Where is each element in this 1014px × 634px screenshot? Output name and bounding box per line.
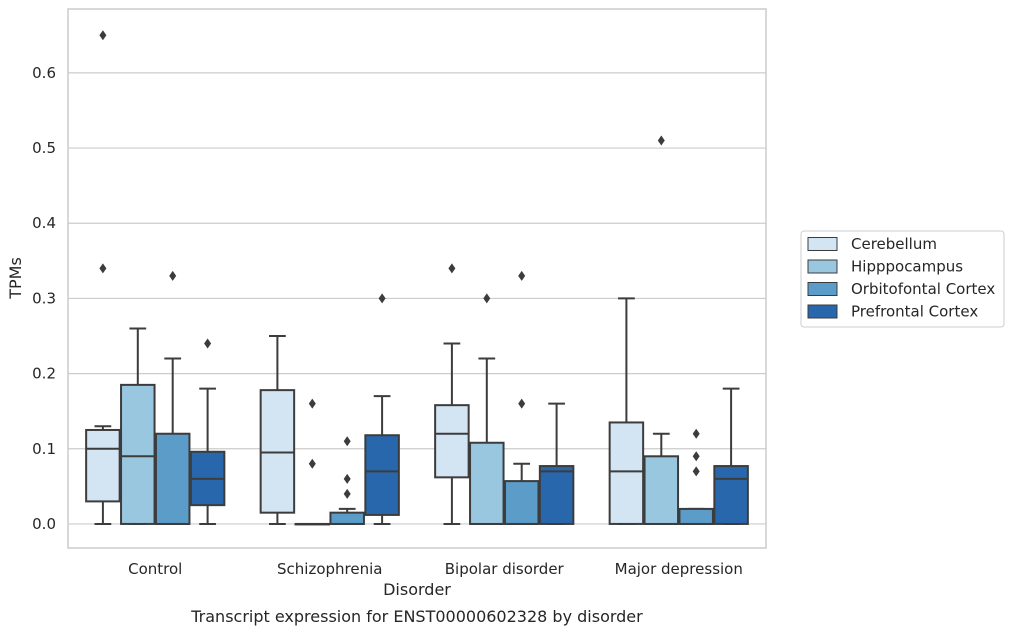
outlier-point <box>692 428 700 439</box>
box <box>120 327 156 525</box>
y-tick-label: 0.3 <box>32 289 56 307</box>
outlier-point <box>518 398 526 409</box>
legend-label: Cerebellum <box>851 235 937 253</box>
outlier-point <box>692 451 700 462</box>
outlier-point <box>204 338 212 349</box>
box <box>189 338 226 525</box>
box <box>329 436 365 525</box>
outlier-point <box>483 293 491 304</box>
box <box>608 297 645 525</box>
box-iqr <box>120 383 156 525</box>
box <box>643 135 680 525</box>
outlier-point <box>169 270 177 281</box>
legend-label: Prefrontal Cortex <box>851 303 978 321</box>
legend-swatch <box>807 259 838 274</box>
box-iqr <box>85 428 121 503</box>
plot-frame <box>67 8 767 549</box>
y-tick-label: 0.6 <box>32 64 56 82</box>
box-iqr <box>469 441 505 525</box>
box <box>678 428 714 525</box>
x-tick-label: Control <box>128 560 182 578</box>
outlier-point <box>99 263 107 274</box>
box-iqr <box>503 480 540 525</box>
legend-frame <box>800 230 1005 328</box>
y-tick-label: 0.0 <box>32 515 56 533</box>
box <box>434 263 470 525</box>
outlier-point <box>343 473 351 484</box>
y-tick-label: 0.1 <box>32 440 56 458</box>
box <box>538 402 575 525</box>
box-iqr <box>154 432 191 525</box>
x-tick-label: Schizophrenia <box>277 560 382 578</box>
box <box>469 293 505 525</box>
y-tick-label: 0.4 <box>32 214 56 232</box>
box-iqr <box>713 465 749 525</box>
box <box>364 293 400 525</box>
y-tick-labels: 0.0 0.1 0.2 0.3 0.4 0.5 0.6 <box>32 64 56 533</box>
box-iqr <box>329 511 365 525</box>
legend-swatch <box>807 282 838 296</box>
box-iqr <box>678 507 714 525</box>
x-axis-label: Disorder <box>383 580 451 599</box>
box <box>503 270 540 525</box>
outlier-point <box>308 458 316 469</box>
legend-swatch <box>807 237 838 251</box>
outlier-point <box>343 436 351 447</box>
box-iqr <box>608 421 645 525</box>
x-tick-label: Bipolar disorder <box>445 560 565 578</box>
box-iqr <box>364 434 400 516</box>
outlier-point <box>99 30 107 41</box>
box-iqr <box>434 404 470 479</box>
legend-label: Hipppocampus <box>851 258 963 276</box>
outlier-point <box>308 398 316 409</box>
outlier-point <box>343 488 351 499</box>
outlier-point <box>518 270 526 281</box>
outlier-point <box>692 466 700 477</box>
boxes <box>85 30 749 526</box>
outlier-point <box>657 135 665 146</box>
box <box>294 398 331 526</box>
box <box>154 270 191 525</box>
x-tick-labels: Control Schizophrenia Bipolar disorder Majo… <box>128 560 743 578</box>
x-tick-label: Major depression <box>615 560 743 578</box>
outlier-point <box>378 293 386 304</box>
chart-title: Transcript expression for ENST0000060232… <box>190 607 643 626</box>
box <box>85 30 121 525</box>
outlier-point <box>448 263 456 274</box>
box <box>259 335 296 525</box>
y-tick-label: 0.2 <box>32 365 56 383</box>
box-iqr <box>643 455 680 525</box>
y-axis-label: TPMs <box>6 257 25 300</box>
y-tick-label: 0.5 <box>32 139 56 157</box>
box-iqr <box>538 465 575 525</box>
legend-swatch <box>807 304 838 319</box>
legend: Cerebellum Hipppocampus Orbitofontal Corte… <box>800 230 1005 328</box>
box-iqr <box>259 389 296 514</box>
legend-label: Orbitofontal Cortex <box>851 280 995 298</box>
box <box>713 387 749 525</box>
